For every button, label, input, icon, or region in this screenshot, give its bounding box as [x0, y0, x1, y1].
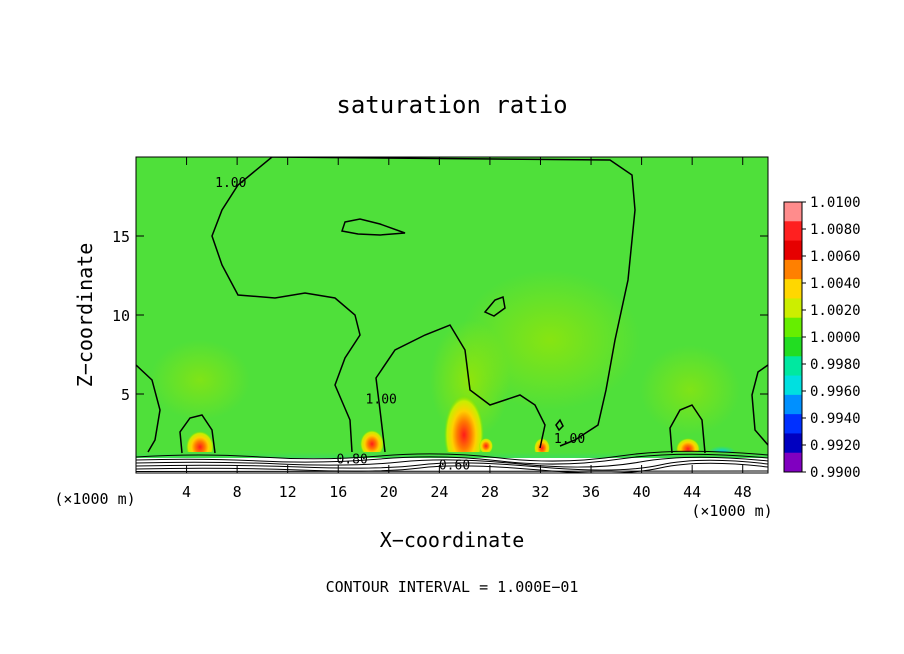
colorbar-swatch — [784, 452, 802, 473]
colorbar-label: 0.9920 — [810, 438, 861, 454]
colorbar-swatch — [784, 221, 802, 242]
x-tick-label: 16 — [329, 483, 347, 501]
x-unit-left: (×1000 m) — [54, 490, 135, 508]
light-field-region — [150, 340, 250, 420]
colorbar-label: 0.9900 — [810, 465, 861, 481]
x-tick-label: 24 — [430, 483, 448, 501]
contour-1.00-bump — [669, 404, 706, 454]
chart-title: saturation ratio — [336, 91, 567, 119]
colorbar-swatch — [784, 298, 802, 319]
x-tick-label: 48 — [734, 483, 752, 501]
colorbar-label: 0.9940 — [810, 411, 861, 427]
contour-1.00-left-edge — [136, 364, 161, 453]
colorbar-swatch — [784, 356, 802, 377]
colorbar-swatch — [784, 414, 802, 434]
contour-label: 1.00 — [554, 432, 585, 447]
contour-1.00-tongue — [375, 324, 546, 453]
high-saturation-spot — [360, 430, 384, 458]
colorbar-swatch — [784, 317, 802, 338]
x-tick-label: 44 — [683, 483, 701, 501]
x-tick-label: 32 — [531, 483, 549, 501]
x-tick-label: 36 — [582, 483, 600, 501]
x-tick-label: 20 — [380, 483, 398, 501]
x-tick-label: 12 — [279, 483, 297, 501]
x-tick-label: 4 — [182, 483, 191, 501]
contour-1.00-main — [211, 157, 361, 453]
y-tick-label: 10 — [112, 307, 130, 325]
surface-contours — [136, 450, 768, 473]
colorbar-swatch — [784, 433, 802, 454]
colorbar-label: 0.9980 — [810, 357, 861, 373]
contour-1.00-dry-pocket — [341, 218, 406, 236]
contour-labels: 1.00 1.00 1.00 0.80 0.60 — [215, 176, 585, 474]
contour-1.00-bump — [179, 414, 216, 454]
colorbar-swatch — [784, 259, 802, 280]
contour-1.00-upper-right — [271, 157, 636, 447]
x-axis-ticks: 4 8 12 16 20 24 28 32 36 40 44 48 — [182, 157, 752, 501]
light-field-region — [640, 345, 740, 435]
colorbar-label: 1.0060 — [810, 249, 861, 265]
x-unit-right: (×1000 m) — [691, 502, 772, 520]
colorbar: 1.0100 1.0080 1.0060 1.0040 1.0020 1.0000 0.99… — [783, 195, 861, 481]
contour-1.00-right-edge — [751, 364, 768, 446]
colorbar-swatch — [784, 337, 802, 357]
colorbar-swatch — [784, 375, 802, 396]
contour-1.00-tiny — [555, 418, 564, 432]
x-tick-label: 40 — [633, 483, 651, 501]
colorbar-label: 1.0040 — [810, 276, 861, 292]
colorbar-swatch — [784, 394, 802, 415]
colorbar-label: 1.0080 — [810, 222, 861, 238]
colorbar-label: 1.0100 — [810, 195, 861, 211]
colorbar-label: 1.0020 — [810, 303, 861, 319]
y-axis-ticks: 5 10 15 — [112, 228, 768, 404]
colorbar-label: 0.9960 — [810, 384, 861, 400]
high-saturation-spot — [479, 438, 493, 454]
plot-area: 1.00 1.00 1.00 0.80 0.60 — [136, 157, 768, 474]
y-tick-label: 15 — [112, 228, 130, 246]
x-tick-label: 28 — [481, 483, 499, 501]
colorbar-swatch — [784, 202, 802, 222]
contour-label: 0.60 — [439, 459, 470, 474]
colorbar-swatch — [784, 240, 802, 261]
y-tick-label: 5 — [121, 386, 130, 404]
y-axis-label: Z−coordinate — [73, 243, 97, 388]
contour-interval-note: CONTOUR INTERVAL = 1.000E−01 — [326, 578, 579, 596]
colorbar-swatch — [784, 279, 802, 299]
x-tick-label: 8 — [233, 483, 242, 501]
contour-lines-1.00 — [136, 157, 768, 454]
contour-label: 0.80 — [336, 452, 367, 467]
contour-1.00-small — [483, 295, 506, 317]
colorbar-label: 1.0000 — [810, 330, 861, 346]
x-axis-label: X−coordinate — [380, 528, 525, 552]
contour-label: 1.00 — [215, 176, 246, 191]
contour-label: 1.00 — [366, 392, 397, 407]
